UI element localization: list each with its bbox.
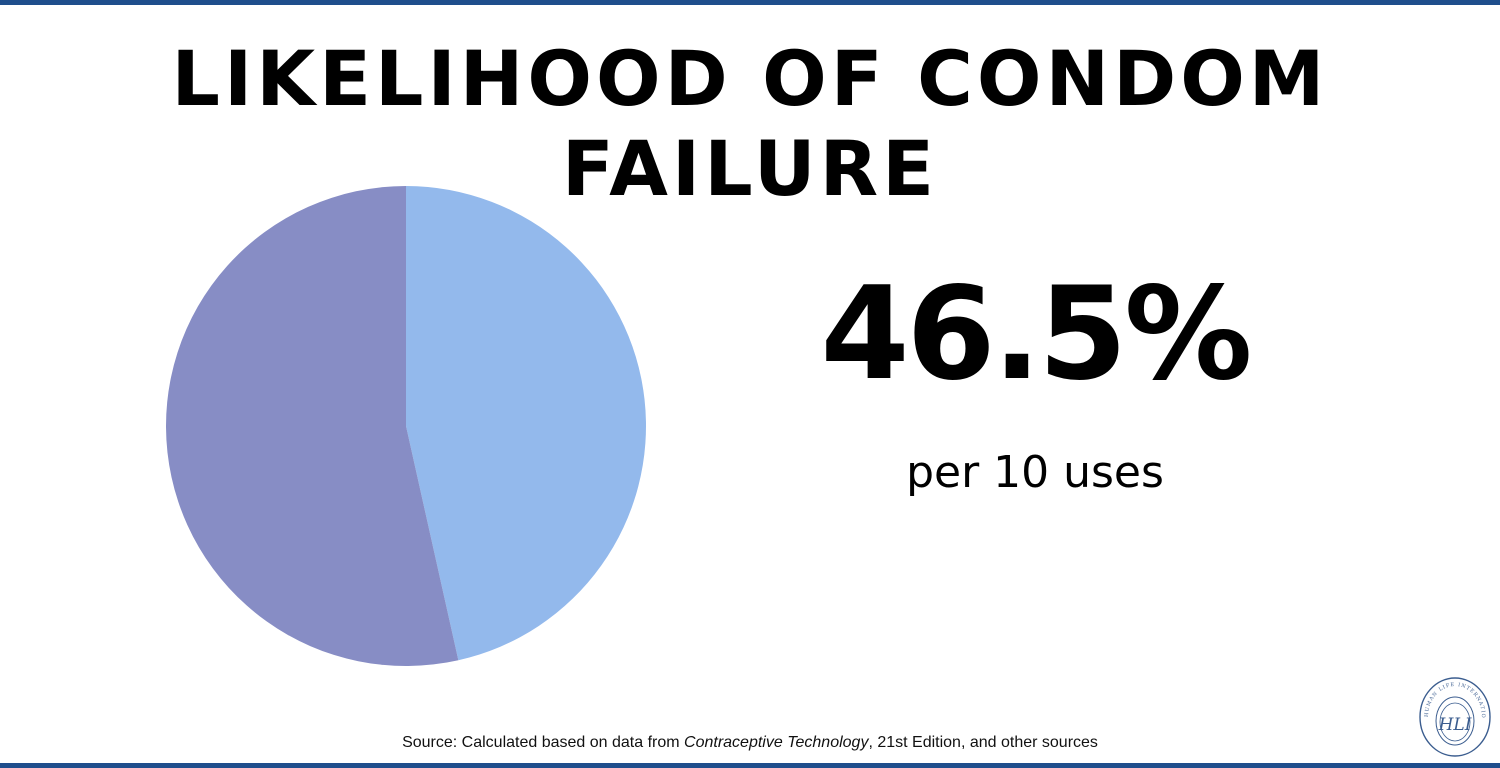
failure-percentage: 46.5% xyxy=(820,260,1252,409)
pie-chart xyxy=(166,186,647,666)
hli-logo-icon: HUMAN LIFE INTERNATIONAL HLI xyxy=(1418,676,1491,757)
source-prefix: Source: Calculated based on data from xyxy=(402,734,685,751)
failure-rate-label: per 10 uses xyxy=(906,447,1164,498)
logo-monogram: HLI xyxy=(1438,715,1472,735)
source-suffix: , 21st Edition, and other sources xyxy=(868,734,1098,751)
source-note: Source: Calculated based on data from Co… xyxy=(0,732,1500,754)
pie-slice-1 xyxy=(406,186,647,661)
page-title: LIKELIHOOD OF CONDOM FAILURE xyxy=(171,34,1329,213)
source-book-title: Contraceptive Technology xyxy=(684,734,869,751)
top-border xyxy=(0,0,1500,5)
pie-slice-2 xyxy=(166,186,459,666)
bottom-border xyxy=(0,763,1500,768)
